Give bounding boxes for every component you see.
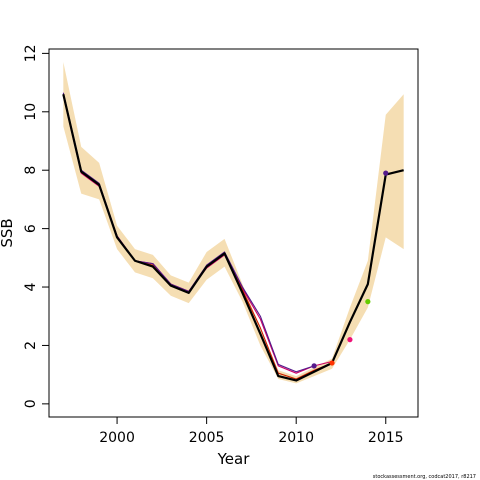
series-layer: [62, 92, 404, 382]
series-line-main: [62, 94, 404, 382]
confidence-band: [63, 62, 404, 384]
series-line-retro-3: [62, 92, 315, 373]
x-axis-title: Year: [217, 450, 251, 468]
y-tick-label: 8: [23, 166, 39, 175]
terminal-points-layer: [311, 170, 389, 369]
y-tick-label: 2: [23, 341, 39, 350]
plot-frame: [48, 48, 419, 418]
confidence-band-layer: [63, 62, 404, 384]
terminal-point: [329, 360, 335, 366]
series-line-retro-2: [62, 94, 333, 380]
y-axis: 0 2 4 6 8 10 12: [23, 44, 50, 408]
x-tick-label: 2005: [189, 430, 225, 446]
terminal-point: [365, 299, 371, 305]
x-tick-label: 2015: [368, 430, 404, 446]
y-tick-label: 6: [23, 224, 39, 233]
credit-text: stockassessment.org, codcat2017, r8217: [373, 474, 476, 480]
y-tick-label: 12: [23, 44, 39, 62]
x-tick-label: 2000: [99, 430, 135, 446]
y-axis-title: SSB: [0, 218, 16, 247]
series-line-retro-1: [62, 95, 333, 374]
y-tick-label: 10: [23, 103, 39, 121]
terminal-point: [347, 337, 353, 343]
x-axis: 2000 2005 2010 2015: [99, 416, 404, 446]
terminal-point: [311, 363, 317, 369]
x-tick-label: 2010: [278, 430, 314, 446]
terminal-point: [383, 170, 389, 176]
y-tick-label: 4: [23, 282, 39, 291]
y-tick-label: 0: [23, 399, 39, 408]
